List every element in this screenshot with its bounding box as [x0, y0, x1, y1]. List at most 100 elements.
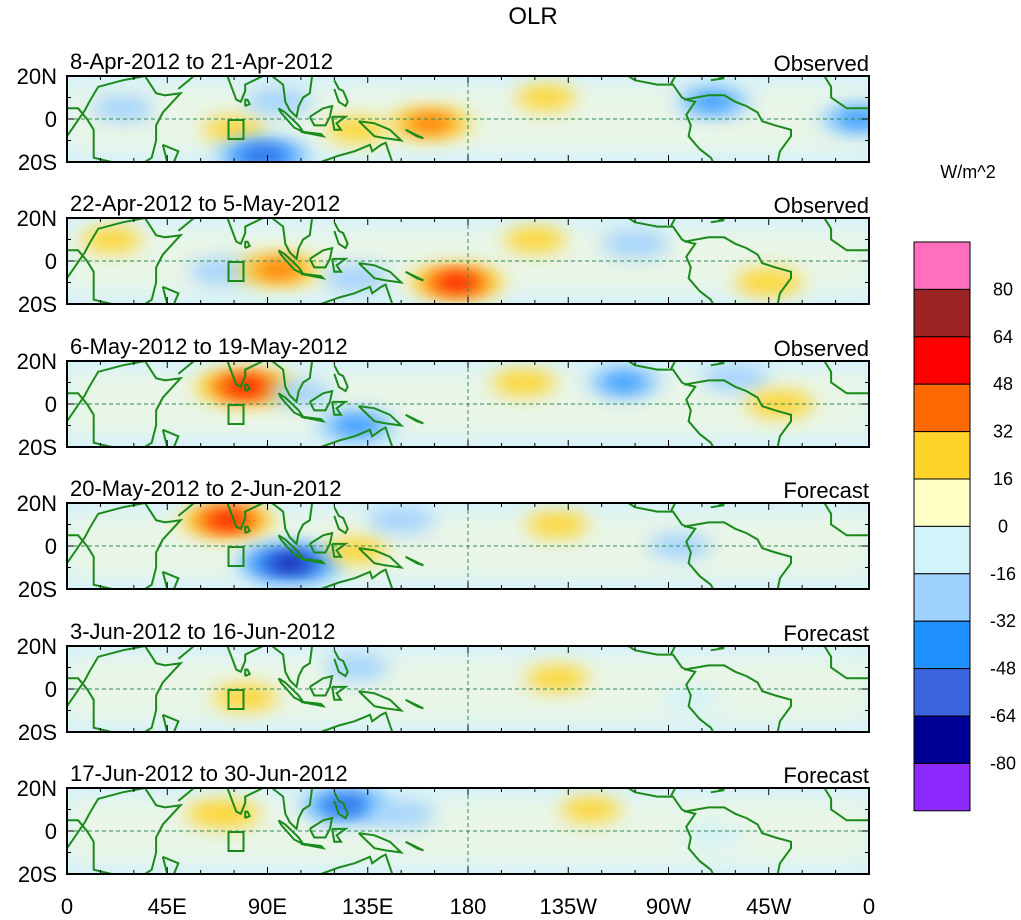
anomaly-contour [186, 799, 260, 828]
colorbar-unit-label: W/m^2 [940, 162, 995, 182]
coastline [823, 788, 869, 822]
y-tick-label: 20N [17, 634, 57, 659]
y-tick-label: 20N [17, 206, 57, 231]
coastline [244, 383, 252, 392]
colorbar-swatch [913, 431, 971, 480]
anomaly-contour [332, 416, 382, 435]
coastline [300, 272, 327, 280]
anomaly-contour [367, 506, 435, 534]
coastline [650, 646, 677, 656]
anomaly-contour [405, 114, 455, 133]
colorbar-level-label: -32 [990, 611, 1016, 631]
region-box [227, 831, 245, 852]
coastline [710, 361, 725, 367]
coastline [333, 506, 349, 535]
y-tick-label: 20N [17, 349, 57, 374]
coastline [823, 218, 869, 252]
coastline [627, 76, 714, 162]
coastline [823, 76, 869, 110]
region-box [227, 261, 245, 282]
anomaly-contour [684, 823, 742, 848]
coastline [308, 674, 334, 697]
panel-date-range: 8-Apr-2012 to 21-Apr-2012 [70, 49, 333, 74]
anomaly-contour [526, 511, 589, 538]
anomaly-contour [203, 116, 266, 143]
coastline [320, 283, 394, 304]
coastline [300, 557, 327, 565]
coastline [358, 262, 405, 284]
coastline [333, 649, 349, 678]
coastline [650, 76, 677, 86]
colorbar-level-label: 16 [993, 469, 1013, 489]
anomaly-contour [81, 226, 142, 253]
x-tick-label: 0 [61, 894, 73, 919]
coastline [650, 361, 677, 371]
x-axis-labels: 0 45E 90E 135E 180 135W 90W 45W 0 [61, 894, 875, 919]
x-tick-label: 180 [450, 894, 487, 919]
panels-group: 20N 0 20S 8-Apr-2012 to 21-Apr-2012 Observed… [17, 49, 870, 887]
colorbar: W/m^2 80 64 48 32 16 0 -16 -32 -48 -64 -80 [913, 162, 1016, 812]
coastline [333, 221, 349, 250]
anomaly-contour [503, 226, 566, 253]
anomaly-contour [325, 798, 366, 813]
panel-type-label: Observed [774, 193, 869, 218]
coastline [308, 389, 334, 412]
colorbar-swatch [913, 478, 971, 527]
panel-type-label: Forecast [783, 621, 869, 646]
y-tick-label: 20N [17, 776, 57, 801]
coastline [627, 218, 714, 304]
anomaly-contour [735, 269, 803, 296]
coastline [358, 690, 405, 712]
y-tick-label: 0 [45, 249, 57, 274]
coastline [333, 791, 349, 820]
panel-date-range: 22-Apr-2012 to 5-May-2012 [70, 191, 340, 216]
coastline [627, 503, 714, 589]
coastline [683, 94, 792, 162]
y-tick-label: 20N [17, 64, 57, 89]
colorbar-level-label: 80 [993, 279, 1013, 299]
coastline [244, 240, 252, 249]
coastline [650, 503, 677, 513]
anomaly-contour [516, 84, 576, 111]
coastline [331, 115, 349, 131]
coastline [331, 827, 349, 843]
panel-date-range: 20-May-2012 to 2-Jun-2012 [70, 476, 342, 501]
y-tick-label: 0 [45, 392, 57, 417]
panel: 20N 0 20S 3-Jun-2012 to 16-Jun-2012 Forecast [17, 619, 870, 745]
coastline [650, 788, 677, 798]
x-tick-label: 0 [863, 894, 875, 919]
coastline [177, 361, 314, 404]
coastline [320, 568, 394, 589]
coastline [331, 685, 349, 701]
coastline [405, 698, 424, 710]
coastline [683, 236, 792, 304]
colorbar-swatch [913, 525, 971, 575]
panel-type-label: Observed [774, 51, 869, 76]
x-tick-label: 45W [746, 894, 791, 919]
coastline [177, 218, 314, 261]
colorbar-swatch [913, 715, 971, 764]
coastline [331, 400, 349, 416]
colorbar-swatch [913, 383, 971, 433]
coastline [244, 810, 252, 820]
coastline [300, 415, 327, 423]
coastline [823, 646, 869, 680]
coastline [320, 711, 394, 732]
coastline [331, 542, 349, 558]
coastline [710, 503, 725, 509]
coastline [161, 285, 180, 304]
coastline [358, 832, 405, 854]
y-tick-label: 20S [18, 150, 57, 175]
panel: 20N 0 20S 22-Apr-2012 to 5-May-2012 Observed [17, 191, 870, 317]
coastline [683, 379, 792, 447]
coastline [405, 270, 424, 282]
colorbar-level-label: -64 [990, 706, 1016, 726]
colorbar-level-label: 48 [993, 374, 1013, 394]
coastline [627, 361, 714, 447]
coastline [331, 257, 349, 273]
panel: 20N 0 20S 8-Apr-2012 to 21-Apr-2012 Observed [17, 49, 870, 175]
coastline [823, 503, 869, 537]
colorbar-level-label: 64 [993, 327, 1013, 347]
colorbar-swatch [913, 241, 971, 290]
